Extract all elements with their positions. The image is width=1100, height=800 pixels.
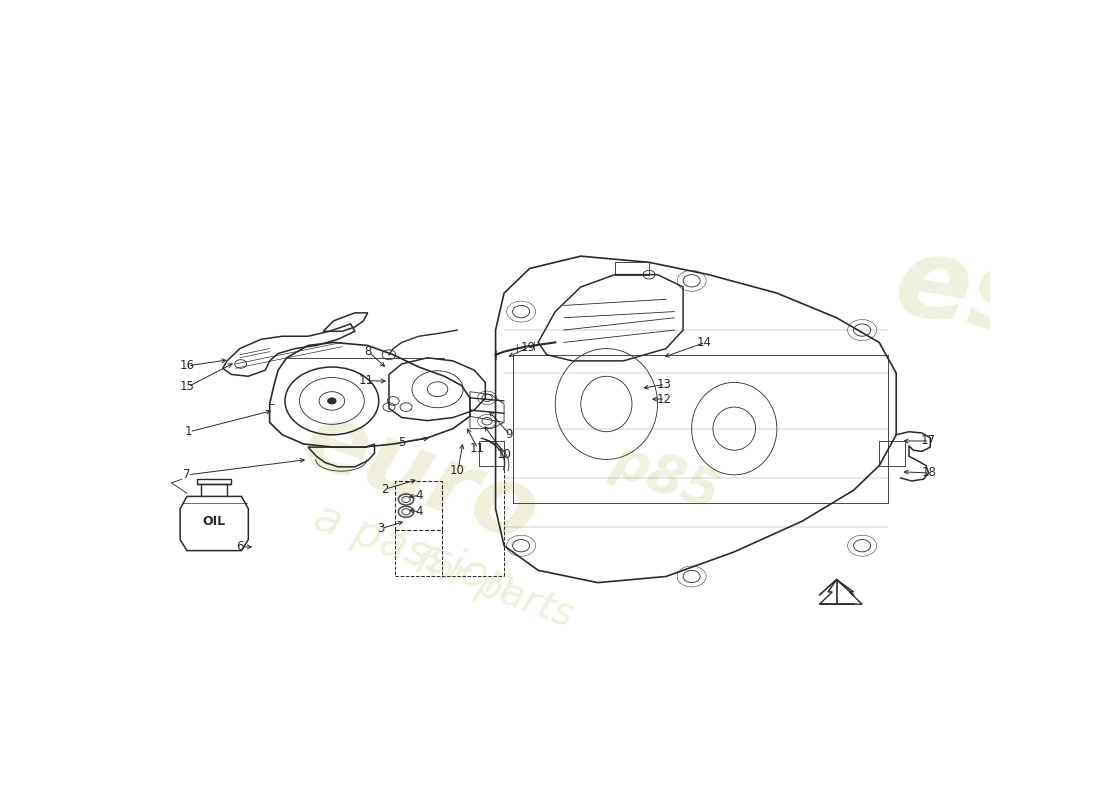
Text: 15: 15 (179, 380, 195, 394)
Text: 2: 2 (381, 482, 388, 495)
Text: 12: 12 (657, 393, 672, 406)
Text: for parts: for parts (410, 542, 579, 635)
Text: 19: 19 (520, 341, 536, 354)
Text: 6: 6 (236, 541, 243, 554)
Text: p85: p85 (605, 434, 727, 522)
Text: 8: 8 (364, 345, 372, 358)
Circle shape (328, 398, 337, 404)
Text: euro: euro (290, 393, 551, 562)
Text: 9: 9 (505, 428, 513, 442)
Text: a passion: a passion (308, 495, 521, 608)
Text: 11: 11 (359, 374, 374, 387)
Text: 10: 10 (496, 448, 512, 461)
Text: 14: 14 (697, 336, 712, 349)
Text: 4: 4 (415, 506, 422, 518)
Text: es: es (888, 228, 1046, 358)
Text: 5: 5 (398, 436, 406, 449)
Text: 10: 10 (450, 464, 464, 477)
Text: 16: 16 (179, 359, 195, 372)
Text: OIL: OIL (202, 514, 226, 527)
Text: 7: 7 (184, 468, 190, 482)
Text: 13: 13 (657, 378, 672, 390)
Text: 3: 3 (377, 522, 384, 535)
Text: 4: 4 (415, 489, 422, 502)
Text: 18: 18 (921, 466, 936, 479)
Text: 17: 17 (921, 434, 936, 447)
Text: 1: 1 (185, 426, 192, 438)
Text: 11: 11 (470, 442, 484, 455)
